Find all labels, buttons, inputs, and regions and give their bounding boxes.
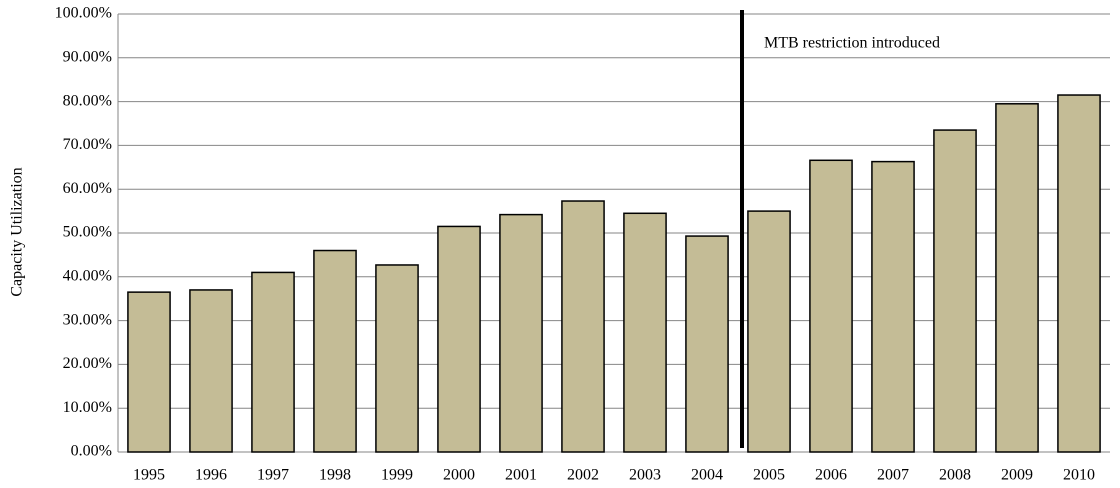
y-tick-label: 100.00% [55, 5, 112, 22]
bar [871, 160, 915, 453]
x-tick-label: 2007 [877, 467, 909, 484]
bar [437, 225, 481, 453]
y-tick-label: 60.00% [63, 180, 112, 197]
x-tick-label: 2000 [443, 467, 475, 484]
x-tick-label: 1996 [195, 467, 227, 484]
bar [127, 291, 171, 453]
x-tick-label: 2001 [505, 467, 537, 484]
x-tick-label: 1995 [133, 467, 165, 484]
y-tick-label: 50.00% [63, 224, 112, 241]
bar [375, 264, 419, 453]
y-tick-label: 20.00% [63, 355, 112, 372]
bar [747, 210, 791, 453]
y-tick-label: 10.00% [63, 399, 112, 416]
bar [1057, 94, 1101, 453]
y-tick-label: 70.00% [63, 136, 112, 153]
y-tick-label: 0.00% [71, 443, 112, 460]
bar [499, 213, 543, 453]
x-tick-label: 2009 [1001, 467, 1033, 484]
x-tick-label: 2002 [567, 467, 599, 484]
x-tick-label: 1999 [381, 467, 413, 484]
bar [251, 271, 295, 453]
x-tick-label: 2006 [815, 467, 847, 484]
x-tick-label: 2010 [1063, 467, 1095, 484]
bar [561, 200, 605, 453]
bar [685, 235, 729, 453]
annotation-text: MTB restriction introduced [764, 35, 940, 52]
bar [995, 103, 1039, 453]
y-tick-label: 80.00% [63, 92, 112, 109]
x-tick-label: 1998 [319, 467, 351, 484]
x-tick-label: 2004 [691, 467, 723, 484]
bar [933, 129, 977, 453]
x-tick-label: 2003 [629, 467, 661, 484]
y-tick-label: 40.00% [63, 267, 112, 284]
x-tick-label: 1997 [257, 467, 289, 484]
bar [189, 289, 233, 453]
y-tick-label: 90.00% [63, 48, 112, 65]
bar [623, 212, 667, 453]
x-tick-label: 2008 [939, 467, 971, 484]
y-axis-label: Capacity Utilization [9, 167, 26, 296]
x-tick-label: 2005 [753, 467, 785, 484]
bar [313, 249, 357, 453]
bar [809, 159, 853, 453]
y-tick-label: 30.00% [63, 311, 112, 328]
